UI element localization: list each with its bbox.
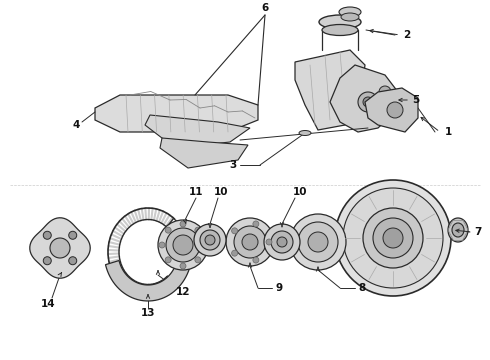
Circle shape xyxy=(201,242,207,248)
Ellipse shape xyxy=(452,223,464,237)
Circle shape xyxy=(379,86,391,98)
Circle shape xyxy=(165,257,171,263)
Polygon shape xyxy=(160,138,248,168)
Circle shape xyxy=(43,231,51,239)
Polygon shape xyxy=(365,88,418,132)
Circle shape xyxy=(271,231,293,253)
Text: 9: 9 xyxy=(275,283,283,293)
Circle shape xyxy=(358,92,378,112)
Circle shape xyxy=(232,228,238,234)
Polygon shape xyxy=(295,50,365,130)
Polygon shape xyxy=(330,65,398,132)
Circle shape xyxy=(200,230,220,250)
Circle shape xyxy=(43,257,51,265)
Polygon shape xyxy=(145,115,250,148)
Circle shape xyxy=(373,218,413,258)
Circle shape xyxy=(69,257,77,265)
Ellipse shape xyxy=(299,131,311,135)
Text: 4: 4 xyxy=(73,120,80,130)
Ellipse shape xyxy=(448,218,468,242)
Circle shape xyxy=(266,239,272,245)
Circle shape xyxy=(343,188,443,288)
Circle shape xyxy=(242,234,258,250)
Text: 12: 12 xyxy=(176,287,190,297)
Circle shape xyxy=(69,231,77,239)
Circle shape xyxy=(226,218,274,266)
Text: 13: 13 xyxy=(141,308,155,318)
Circle shape xyxy=(50,238,70,258)
Text: 10: 10 xyxy=(293,187,307,197)
Text: 1: 1 xyxy=(444,127,452,137)
Circle shape xyxy=(180,263,186,269)
Ellipse shape xyxy=(322,24,358,36)
Text: 8: 8 xyxy=(358,283,366,293)
Polygon shape xyxy=(105,261,191,301)
Circle shape xyxy=(264,224,300,260)
Circle shape xyxy=(165,227,171,233)
Circle shape xyxy=(290,214,346,270)
Text: 3: 3 xyxy=(229,160,237,170)
Ellipse shape xyxy=(341,13,359,21)
Circle shape xyxy=(173,235,193,255)
Circle shape xyxy=(205,235,215,245)
Circle shape xyxy=(195,257,201,263)
Circle shape xyxy=(166,228,200,262)
Text: 7: 7 xyxy=(474,227,482,237)
Circle shape xyxy=(308,232,328,252)
Circle shape xyxy=(253,221,259,227)
Text: 2: 2 xyxy=(403,30,411,40)
Text: 5: 5 xyxy=(413,95,419,105)
Text: 14: 14 xyxy=(41,299,55,309)
Circle shape xyxy=(335,180,451,296)
Circle shape xyxy=(380,105,390,115)
Circle shape xyxy=(383,228,403,248)
Polygon shape xyxy=(30,218,90,278)
Circle shape xyxy=(159,242,165,248)
Text: 10: 10 xyxy=(214,187,228,197)
Circle shape xyxy=(234,226,266,258)
Ellipse shape xyxy=(319,15,361,29)
Circle shape xyxy=(298,222,338,262)
Circle shape xyxy=(232,250,238,256)
Circle shape xyxy=(363,97,373,107)
Circle shape xyxy=(387,102,403,118)
Text: 11: 11 xyxy=(189,187,203,197)
Circle shape xyxy=(180,221,186,227)
Circle shape xyxy=(253,257,259,263)
Polygon shape xyxy=(95,95,258,132)
Ellipse shape xyxy=(339,7,361,17)
Circle shape xyxy=(194,224,226,256)
Circle shape xyxy=(363,208,423,268)
Circle shape xyxy=(195,227,201,233)
Circle shape xyxy=(277,237,287,247)
Circle shape xyxy=(158,220,208,270)
Text: 6: 6 xyxy=(261,3,269,13)
